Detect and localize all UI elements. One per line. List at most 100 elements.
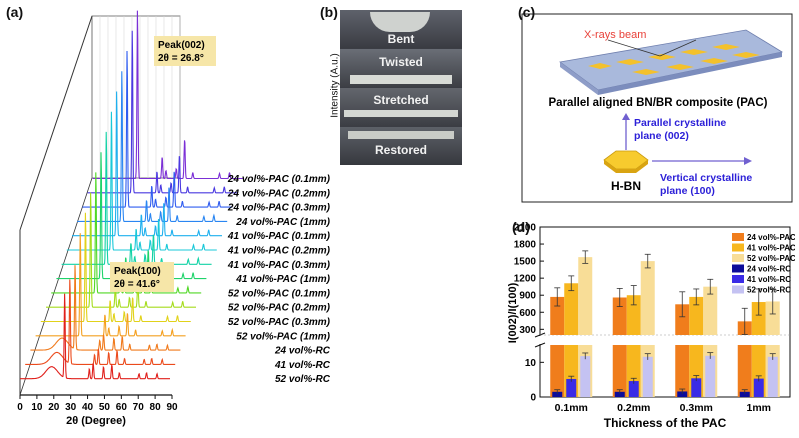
y-tick-label: 900 (519, 291, 536, 302)
legend-label: 52 vol%-PAC (747, 254, 795, 263)
x-axis-label: 2θ (Degree) (66, 415, 126, 427)
xrd-trace (46, 192, 196, 308)
hex-filler (680, 49, 708, 55)
hex-filler (632, 69, 660, 75)
bar-pac (578, 257, 593, 335)
legend-label: 24 vol%-RC (747, 265, 791, 274)
bar-pac-lower (675, 345, 690, 397)
legend-swatch (732, 275, 744, 283)
y-axis-label: I(002)/I(100) (507, 282, 519, 343)
y-tick-label: 300 (519, 325, 536, 336)
photo-strip-twisted: Twisted (340, 49, 462, 87)
xrd-trace (25, 279, 176, 366)
panel-label-a: (a) (6, 4, 24, 20)
bar-rc (552, 391, 563, 397)
x-tick-label: 70 (133, 402, 145, 413)
composite-slab-front (560, 62, 598, 95)
peak100-box (110, 262, 174, 292)
bar-chart-content: 300 600 900 1200 1500 1800 2100 0 10 0.1mm 0.2mm 0.… (514, 223, 796, 415)
legend-swatch (732, 264, 744, 273)
pac-label: Parallel aligned BN/BR composite (PAC) (549, 97, 768, 109)
bar-pac (626, 295, 641, 335)
photo-strip-stretched: Stretched (340, 88, 462, 126)
y-tick-label: 0 (530, 393, 536, 404)
series-label: 24 vol%-PAC (0.3mm) (227, 203, 330, 214)
photo-label-restored: Restored (374, 143, 427, 157)
intensity-axis-label-wrap: Intensity (A.u.) (326, 20, 341, 160)
y-tick-label: 1200 (514, 274, 537, 285)
bent-sample (370, 12, 430, 32)
legend-label: 41 vol%-RC (747, 275, 791, 284)
bar-pac (765, 301, 780, 335)
x-tick-label: 50 (99, 402, 111, 413)
photo-label-bent: Bent (387, 32, 415, 46)
bar-rc (677, 391, 688, 397)
bar-pac (689, 296, 704, 335)
restored-sample (348, 131, 454, 139)
peak002-value: 2θ = 26.8° (158, 53, 204, 64)
xray-reflected-line (659, 39, 697, 57)
panel-label-d: (d) (512, 219, 530, 235)
hex-filler (588, 63, 612, 69)
bar-pac (703, 286, 718, 335)
series-label: 52 vol%-RC (275, 374, 330, 385)
series-label: 41 vol%-PAC (0.1mm) (227, 231, 330, 242)
category-label: 0.1mm (555, 402, 588, 414)
x-tick-label: 0 (17, 402, 23, 413)
series-label: 41 vol%-PAC (0.3mm) (227, 260, 330, 271)
photo-strip-bent: Bent (340, 10, 462, 48)
bar-rc (739, 391, 750, 397)
hbn-hexagon-edge (604, 160, 648, 173)
bar-pac (564, 283, 579, 335)
bottom-depth-edge (19, 177, 93, 396)
bar-pac-lower (550, 345, 565, 397)
y-tick-label: 1500 (514, 257, 537, 268)
bar-pac (675, 304, 690, 335)
bar-rc (614, 391, 625, 397)
x-tick-label: 80 (150, 402, 162, 413)
bar-pac (550, 296, 565, 335)
xrd-trace (20, 293, 170, 380)
hex-filler (616, 59, 644, 65)
series-label: 41 vol%-RC (274, 360, 330, 371)
vertical-plane-label-1: Vertical crystalline (660, 172, 752, 184)
x-tick-label: 30 (65, 402, 77, 413)
xrd-stack-plot: 0 10 20 30 40 50 60 70 80 90 2θ (Degree) 24 vol%-… (17, 10, 331, 427)
x-tick-label: 60 (116, 402, 128, 413)
series-label-list: 24 vol%-PAC (0.1mm) 24 vol%-PAC (0.2mm) 24… (227, 174, 331, 385)
panel-a-xrd-stack: (a) 0 10 20 30 40 50 60 70 80 90 2θ (Degree) 24 v… (0, 0, 331, 433)
series-label: 24 vol%-PAC (0.1mm) (227, 174, 330, 185)
bar-pac-lower (737, 345, 752, 397)
xray-beam-label: X-rays beam (584, 29, 646, 41)
x-axis-label: Thickness of the PAC (604, 416, 727, 430)
ratio-bar-chart: 300 600 900 1200 1500 1800 2100 0 10 0.1mm 0.2mm 0.… (507, 223, 796, 431)
bar-pac-lower (612, 345, 627, 397)
schematic-diagram: X-rays beam Parallel aligned BN/BR compo… (521, 13, 793, 203)
y-tick-label: 10 (525, 358, 537, 369)
photo-label-stretched: Stretched (373, 93, 429, 107)
bar-rc (580, 356, 591, 397)
legend-swatch (732, 243, 744, 252)
hbn-label: H-BN (611, 179, 641, 193)
peak002-title: Peak(002) (158, 40, 205, 51)
series-label: 41 vol%-PAC (1mm) (235, 274, 330, 285)
composite-slab-side (598, 52, 782, 95)
bar-rc (628, 381, 639, 397)
hex-filler (666, 64, 694, 70)
y-tick-label: 2100 (514, 223, 537, 234)
panel-c-schematic: (c) X-rays beam Parallel aligned BN/BR c… (518, 0, 795, 205)
parallel-plane-label-1: Parallel crystalline (634, 117, 726, 129)
series-label: 24 vol%-PAC (1mm) (235, 217, 330, 228)
xrd-traces (20, 10, 243, 380)
peak100-value: 2θ = 41.6° (114, 279, 160, 290)
axis-break-mark (534, 342, 546, 348)
panel-label-b: (b) (320, 4, 338, 20)
y-tick-label: 600 (519, 308, 536, 319)
hex-filler (712, 44, 740, 50)
bar-rc (642, 356, 653, 397)
twisted-sample (350, 75, 452, 84)
xray-incident-line (607, 39, 661, 57)
x-tick-label: 20 (48, 402, 60, 413)
stretched-sample (344, 110, 458, 117)
y-tick-label: 1800 (514, 240, 537, 251)
